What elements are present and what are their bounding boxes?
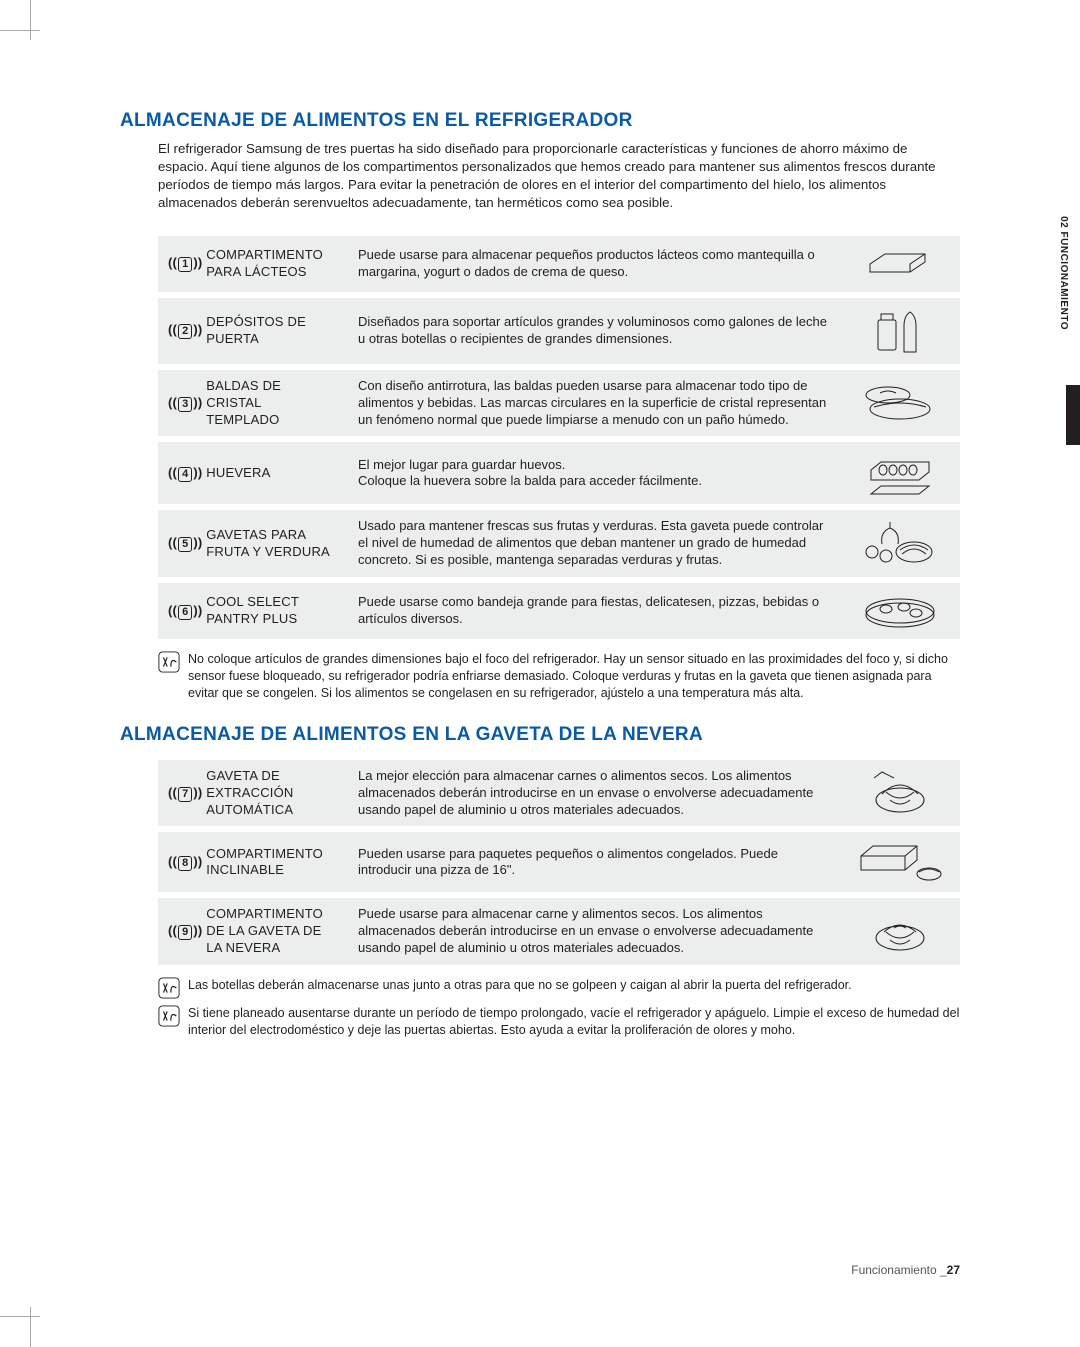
note-icon xyxy=(158,1005,180,1027)
side-tab-label: 02 FUNCIONAMIENTO xyxy=(1058,216,1069,330)
crop-mark xyxy=(30,0,71,40)
footer-text: Funcionamiento _ xyxy=(851,1263,946,1277)
table-row: ((6)) COOL SELECTPANTRY PLUSPuede usarse… xyxy=(158,583,960,639)
page-footer: Funcionamiento _27 xyxy=(851,1263,960,1277)
row-desc: Puede usarse como bandeja grande para fi… xyxy=(348,583,840,639)
table-row: ((8)) COMPARTIMENTOINCLINABLEPueden usar… xyxy=(158,832,960,892)
note-row: Si tiene planeado ausentarse durante un … xyxy=(158,1005,960,1039)
note-text: No coloque artículos de grandes dimensio… xyxy=(188,651,960,702)
row-label: ((3)) BALDAS DECRISTALTEMPLADO xyxy=(158,370,348,437)
note-text: Las botellas deberán almacenarse unas ju… xyxy=(188,977,852,994)
crop-mark xyxy=(0,30,40,31)
row-desc: La mejor elección para almacenar carnes … xyxy=(348,760,840,827)
row-illustration xyxy=(840,370,960,437)
crop-mark xyxy=(0,1316,40,1317)
row-label: ((7)) GAVETA DEEXTRACCIÓNAUTOMÁTICA xyxy=(158,760,348,827)
row-desc: El mejor lugar para guardar huevos.Coloq… xyxy=(348,442,840,504)
row-label: ((6)) COOL SELECTPANTRY PLUS xyxy=(158,583,348,639)
table-row: ((3)) BALDAS DECRISTALTEMPLADOCon diseño… xyxy=(158,370,960,437)
table-row: ((9)) COMPARTIMENTODE LA GAVETA DELA NEV… xyxy=(158,898,960,965)
row-desc: Puede usarse para almacenar pequeños pro… xyxy=(348,236,840,292)
row-illustration xyxy=(840,510,960,577)
note-icon xyxy=(158,977,180,999)
section1-title: ALMACENAJE DE ALIMENTOS EN EL REFRIGERAD… xyxy=(120,110,960,132)
section1-note: No coloque artículos de grandes dimensio… xyxy=(158,651,960,702)
table-row: ((7)) GAVETA DEEXTRACCIÓNAUTOMÁTICALa me… xyxy=(158,760,960,827)
note-text: Si tiene planeado ausentarse durante un … xyxy=(188,1005,960,1039)
row-label: ((4)) HUEVERA xyxy=(158,442,348,504)
row-desc: Usado para mantener frescas sus frutas y… xyxy=(348,510,840,577)
section2-table: ((7)) GAVETA DEEXTRACCIÓNAUTOMÁTICALa me… xyxy=(158,754,960,971)
section1-intro: El refrigerador Samsung de tres puertas … xyxy=(158,140,960,212)
row-desc: Con diseño antirrotura, las baldas puede… xyxy=(348,370,840,437)
row-label: ((9)) COMPARTIMENTODE LA GAVETA DELA NEV… xyxy=(158,898,348,965)
side-tab: 02 FUNCIONAMIENTO xyxy=(1030,330,1080,530)
row-label: ((8)) COMPARTIMENTOINCLINABLE xyxy=(158,832,348,892)
row-illustration xyxy=(840,583,960,639)
table-row: ((4)) HUEVERAEl mejor lugar para guardar… xyxy=(158,442,960,504)
row-illustration xyxy=(840,832,960,892)
row-illustration xyxy=(840,236,960,292)
row-desc: Pueden usarse para paquetes pequeños o a… xyxy=(348,832,840,892)
crop-mark xyxy=(30,1307,71,1347)
row-illustration xyxy=(840,760,960,827)
side-tab-bar xyxy=(1066,385,1080,445)
row-desc: Diseñados para soportar artículos grande… xyxy=(348,298,840,364)
table-row: ((5)) GAVETAS PARAFRUTA Y VERDURAUsado p… xyxy=(158,510,960,577)
footer-page: 27 xyxy=(947,1263,960,1277)
section1-table: ((1)) COMPARTIMENTOPARA LÁCTEOSPuede usa… xyxy=(158,230,960,645)
section2-title: ALMACENAJE DE ALIMENTOS EN LA GAVETA DE … xyxy=(120,724,960,746)
row-illustration xyxy=(840,898,960,965)
table-row: ((2)) DEPÓSITOS DEPUERTADiseñados para s… xyxy=(158,298,960,364)
row-label: ((1)) COMPARTIMENTOPARA LÁCTEOS xyxy=(158,236,348,292)
table-row: ((1)) COMPARTIMENTOPARA LÁCTEOSPuede usa… xyxy=(158,236,960,292)
note-row: Las botellas deberán almacenarse unas ju… xyxy=(158,977,960,999)
row-label: ((5)) GAVETAS PARAFRUTA Y VERDURA xyxy=(158,510,348,577)
note-icon xyxy=(158,651,180,673)
row-label: ((2)) DEPÓSITOS DEPUERTA xyxy=(158,298,348,364)
row-illustration xyxy=(840,442,960,504)
row-desc: Puede usarse para almacenar carne y alim… xyxy=(348,898,840,965)
manual-page: 02 FUNCIONAMIENTO ALMACENAJE DE ALIMENTO… xyxy=(0,0,1080,1347)
row-illustration xyxy=(840,298,960,364)
